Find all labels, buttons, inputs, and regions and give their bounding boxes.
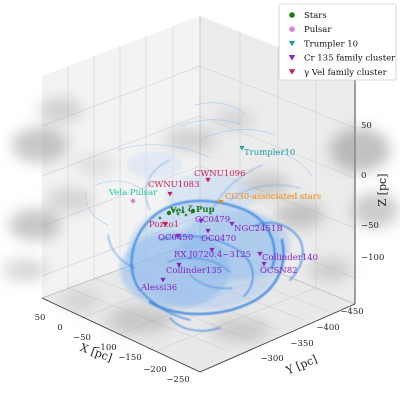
label-collinder135: Collinder135 bbox=[166, 266, 222, 276]
marker-cwnu1083 bbox=[167, 191, 173, 197]
x-tick-5: −200 bbox=[143, 365, 166, 375]
label-ngc2451b: NGC2451B bbox=[234, 224, 283, 234]
blue-filament-structure bbox=[85, 102, 313, 332]
marker-vela-pulsar bbox=[130, 198, 136, 204]
z-tick-2: −50 bbox=[361, 221, 379, 231]
data-markers bbox=[130, 145, 267, 283]
star-point bbox=[181, 210, 185, 214]
label-alessi36: Alessi36 bbox=[140, 283, 177, 293]
z-tick-0: 50 bbox=[361, 121, 372, 131]
legend-entry-vel-family-cluster: γ Vel family cluster bbox=[304, 68, 388, 78]
label-pozzo1: Pozzo1 bbox=[149, 220, 179, 230]
axes-lines bbox=[41, 78, 356, 373]
label-oc0470: OC0470 bbox=[201, 234, 236, 244]
legend-entry-cr-135-family-cluster: Cr 135 family cluster bbox=[304, 54, 396, 64]
y-tick-3: −450 bbox=[340, 307, 363, 317]
marker-pup bbox=[190, 208, 196, 214]
label-cwnu1083: CWNU1083 bbox=[148, 180, 199, 190]
x-tick-0: 50 bbox=[35, 313, 46, 323]
legend-marker-cr-135-family-cluster bbox=[288, 55, 296, 61]
y-axis-label: Y [pc] bbox=[283, 352, 319, 377]
x-tick-6: −250 bbox=[166, 375, 189, 385]
star-point bbox=[184, 213, 188, 217]
marker-ngc2451b bbox=[229, 221, 235, 227]
star-point bbox=[172, 208, 176, 212]
marker-collinder140 bbox=[257, 251, 263, 257]
x-tick-2: −50 bbox=[73, 333, 91, 343]
label-ocsn82: OCSN82 bbox=[260, 266, 298, 276]
label-vel: Vel bbox=[169, 206, 185, 216]
star-point bbox=[158, 216, 162, 220]
z-tick-3: −100 bbox=[361, 253, 384, 263]
dust-clouds bbox=[3, 98, 399, 342]
y-tick-2: −400 bbox=[316, 323, 339, 333]
y-axis-ticks: −300 −350−400−450 bbox=[260, 307, 363, 364]
marker-oc0479 bbox=[198, 218, 204, 224]
legend-marker-pulsar bbox=[289, 26, 295, 32]
marker-oc0470 bbox=[205, 228, 211, 234]
label-trumpler10: Trumpler10 bbox=[244, 148, 295, 158]
marker-oc0450 bbox=[175, 233, 181, 239]
marker-alessi36 bbox=[160, 277, 166, 283]
legend-marker-stars bbox=[289, 12, 295, 18]
label-vela-pulsar: Vela Pulsar bbox=[108, 188, 158, 198]
marker-trumpler10 bbox=[239, 145, 245, 151]
label-oc0450: OC0450 bbox=[158, 233, 193, 243]
label-collinder140: Collinder140 bbox=[262, 253, 318, 263]
x-tick-3: −100 bbox=[93, 343, 116, 353]
legend-entry-pulsar: Pulsar bbox=[304, 25, 332, 35]
label-oc0479: OC0479 bbox=[195, 215, 230, 225]
legend-box bbox=[278, 3, 397, 81]
marker-collinder135 bbox=[176, 262, 182, 268]
legend: Stars Pulsar Trumpler 10 Cr 135 family clus… bbox=[278, 3, 397, 81]
z-axis-ticks: 50 0 −50 −100 bbox=[361, 121, 384, 263]
marker-rx-j0720-4-3125 bbox=[209, 247, 215, 253]
y-tick-1: −350 bbox=[290, 339, 313, 349]
x-tick-4: −150 bbox=[118, 353, 141, 363]
marker-vel bbox=[166, 210, 172, 216]
marker-cwnu1096 bbox=[205, 177, 211, 183]
x-tick-1: 0 bbox=[57, 323, 62, 333]
label-pup: ζ Pup bbox=[188, 205, 215, 215]
marker-ocsn82 bbox=[261, 261, 267, 267]
label-cwnu1096: CWNU1096 bbox=[194, 169, 245, 179]
legend-entry-trumpler-10: Trumpler 10 bbox=[304, 39, 358, 49]
z-axis-label: Z [pc] bbox=[376, 174, 389, 207]
z-tick-1: 0 bbox=[361, 171, 366, 181]
legend-marker-vel-family-cluster bbox=[288, 69, 296, 75]
star-point bbox=[176, 212, 180, 216]
label-rx-j0720-4-3125: RX J0720.4−3125 bbox=[174, 250, 251, 260]
y-tick-0: −300 bbox=[260, 354, 283, 364]
x-axis-ticks: 50 0 −50−100−150−200−250 bbox=[35, 313, 190, 385]
marker-pozzo1 bbox=[162, 221, 168, 227]
legend-marker-trumpler-10 bbox=[288, 40, 296, 47]
label-cg30-associated-stars: CG30-associated stars bbox=[225, 192, 321, 202]
marker-cg30-associated-stars bbox=[218, 199, 224, 205]
legend-entry-stars: Stars bbox=[304, 11, 327, 21]
